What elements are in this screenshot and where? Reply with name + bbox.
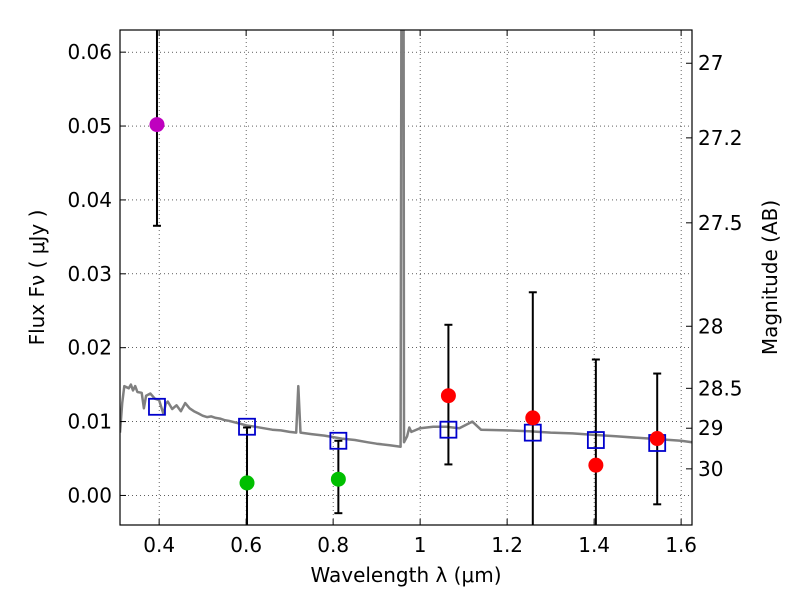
- model-point: [329, 431, 348, 450]
- right-tick-label: 28.5: [698, 376, 743, 400]
- x-tick-label: 1.4: [578, 533, 610, 557]
- model-points: [148, 397, 667, 452]
- x-tick-label: 0.6: [230, 533, 262, 557]
- model-point: [586, 431, 605, 449]
- model-point: [148, 397, 166, 416]
- y-tick-label: 0.04: [67, 188, 112, 212]
- x-tick-label: 0.4: [143, 533, 175, 557]
- y-tick-label: 0.03: [67, 262, 112, 286]
- x-tick-label: 0.8: [317, 533, 349, 557]
- observed-point: [239, 475, 255, 491]
- x-tick-label: 1.2: [491, 533, 523, 557]
- observed-point: [440, 388, 456, 404]
- model-spectrum-line: [120, 30, 692, 448]
- right-tick-label: 27.5: [698, 211, 743, 235]
- right-tick-label: 29: [698, 416, 723, 440]
- observed-point: [588, 457, 604, 473]
- model-point: [238, 417, 256, 436]
- y-tick-label: 0.01: [67, 410, 112, 434]
- x-tick-label: 1.6: [665, 533, 697, 557]
- observed-points: [149, 117, 665, 491]
- model-point: [439, 420, 458, 439]
- y-tick-label: 0.05: [67, 114, 112, 138]
- y-axis-label: Flux Fν ( μJy ): [25, 210, 49, 346]
- right-tick-label: 28: [698, 314, 723, 338]
- plot-frame: [119, 29, 693, 526]
- observed-point: [649, 431, 665, 447]
- y-tick-label: 0.06: [67, 40, 112, 64]
- error-bars: [152, 30, 662, 525]
- y-tick-label: 0.02: [67, 336, 112, 360]
- observed-point: [330, 471, 346, 487]
- grid: [120, 30, 692, 525]
- right-tick-label: 27: [698, 51, 723, 75]
- right-tick-label: 27.2: [698, 126, 743, 150]
- y-tick-label: 0.00: [67, 483, 112, 507]
- x-axis-label: Wavelength λ (μm): [310, 563, 501, 587]
- right-axis-label: Magnitude (AB): [758, 200, 782, 355]
- model-spectrum-layer: [120, 30, 692, 448]
- x-tick-label: 1: [414, 533, 427, 557]
- axis-ticks: 0.4 0.6 0.8 1 1.2 1.4 1.6 0.00 0.01 0.02 0.03 0.04 0…: [67, 30, 743, 557]
- observed-point: [149, 117, 165, 133]
- observed-point: [525, 410, 541, 426]
- right-tick-label: 30: [698, 457, 723, 481]
